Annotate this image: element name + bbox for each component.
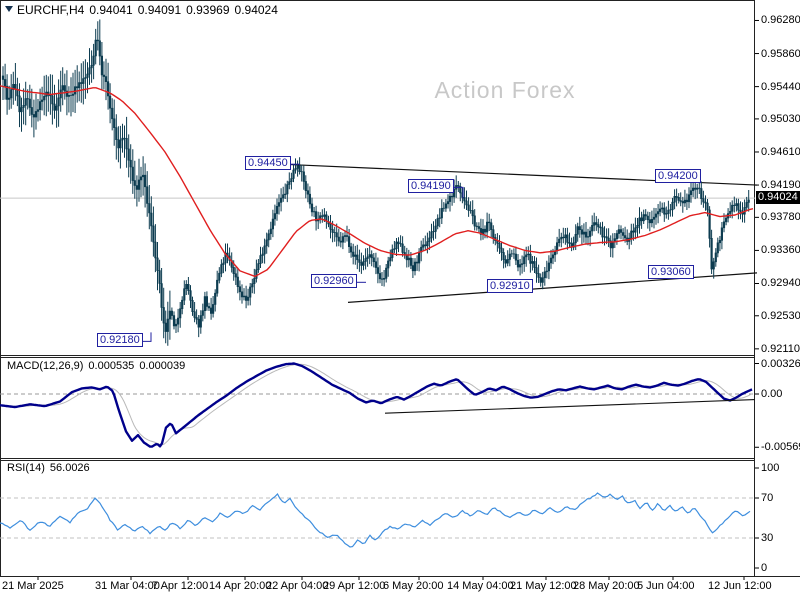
ohlc-low-value: 0.93969: [186, 3, 230, 17]
watermark: Action Forex: [434, 77, 576, 103]
ohlc-close-value: 0.94024: [234, 3, 278, 17]
macd-main-line: [0, 362, 753, 448]
symbol-timeframe-label: EURCHF,H4: [17, 3, 85, 17]
rsi-pane-surface[interactable]: [0, 461, 755, 576]
macd-pane-surface[interactable]: [0, 358, 755, 459]
rsi-indicator-label: RSI(14) 56.0026: [7, 462, 95, 474]
rsi-value: 56.0026: [49, 462, 90, 474]
chart-header: EURCHF,H4 0.94041 0.94091 0.93969 0.94024: [17, 3, 283, 17]
candle-bodies: [1, 39, 750, 332]
annotation-connector: [454, 186, 464, 199]
macd-main-value: 0.000535: [88, 360, 135, 372]
symbol-collapse-arrow-icon[interactable]: [5, 6, 13, 12]
macd-trendline: [384, 399, 756, 414]
ohlc-high-value: 0.94091: [137, 3, 182, 17]
macd-signal-value: 0.000039: [139, 360, 186, 372]
macd-indicator-label: MACD(12,26,9) 0.000535 0.000039: [7, 360, 190, 372]
time-axis[interactable]: [0, 577, 800, 600]
price-axis[interactable]: [755, 0, 800, 577]
ohlc-open-value: 0.94041: [89, 3, 133, 17]
macd-name: MACD(12,26,9): [7, 360, 84, 372]
moving-average-line: [0, 85, 754, 278]
rsi-line: [0, 492, 751, 548]
annotation-connector: [143, 332, 152, 342]
rsi-name: RSI(14): [7, 462, 45, 474]
main-chart-surface[interactable]: [0, 0, 755, 352]
